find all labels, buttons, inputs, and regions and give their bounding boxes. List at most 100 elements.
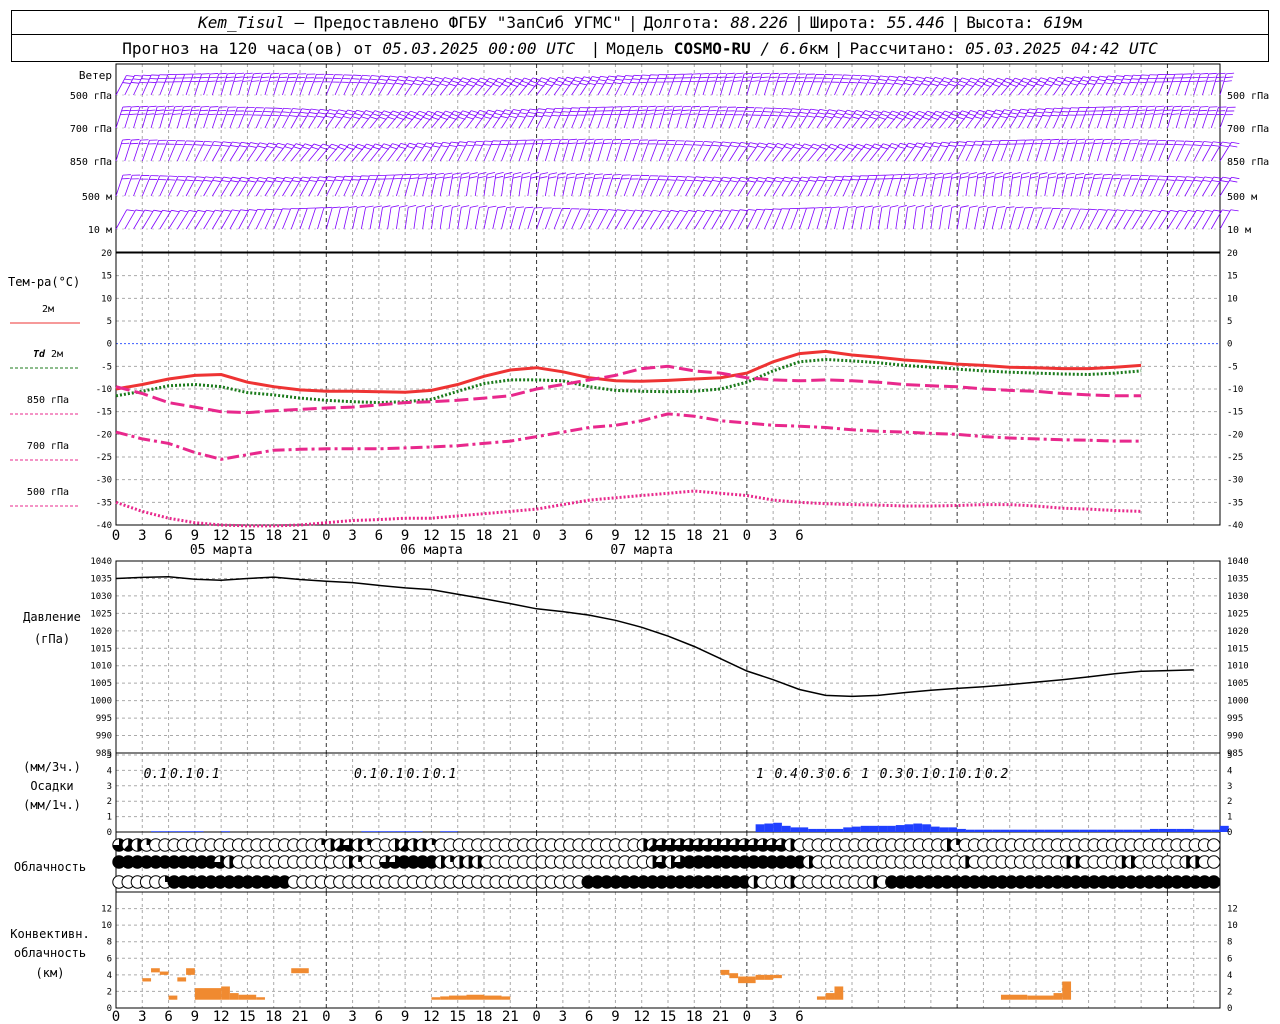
wind-barb-flag [1085,138,1094,141]
wind-barb-flag [898,75,907,79]
wind-barb-flag [1042,115,1051,117]
wind-barb [851,207,857,230]
temp-series-line [115,364,1142,415]
wind-barb-flag [1041,142,1050,145]
wind-barb-flag [205,176,214,179]
wind-barb [168,140,178,162]
wind-barb-flag [575,76,584,80]
wind-barb-flag [378,78,387,81]
wind-barb [641,210,654,230]
wind-barb-flag [639,105,648,108]
wind-barb-flag [904,116,913,121]
wind-barb-flag [426,142,435,145]
cloud-symbol [1207,855,1221,869]
wind-barb-flag [387,116,396,120]
wind-barb-flag [383,110,392,114]
cloud-symbol-fill [674,838,687,852]
wind-barb-flag [380,75,389,78]
wind-barb [378,207,383,230]
wind-barb-flag [854,146,863,151]
wind-barb-flag [724,80,733,82]
wind-barb [395,207,401,230]
wind-barb-flag [207,80,216,82]
wind-barb-flag [581,79,590,83]
wind-barb [667,210,680,230]
wind-barb [466,207,471,230]
precip-bar [1044,829,1054,832]
legend-name: 2м [42,304,54,315]
wind-barb-flag [1021,176,1030,179]
wind-barb [991,77,1007,96]
wind-barb-flag [1213,176,1222,179]
bottom-xtick: 6 [795,1009,803,1024]
wind-barb [115,106,124,129]
wind-barb [948,110,963,129]
wind-barb [588,107,598,129]
precip-bar [983,829,993,832]
wind-barb-flag [1046,80,1055,84]
precip-bar [151,831,160,832]
forecast-prefix: Прогноз на 120 часа(ов) от [122,38,373,58]
cloud-symbol-full [683,875,696,889]
convective-bar [1062,981,1072,1000]
wind-barb-flag [1168,175,1177,178]
precip-bar [387,831,397,832]
convective-bar [221,986,230,1000]
wind-barb-flag [598,79,607,82]
wind-frame [115,63,1221,253]
wind-barb-flag [874,143,883,147]
wind-barb [229,177,242,197]
wind-barb-flag [767,176,776,180]
wind-barb-flag [1192,144,1201,146]
cloud-symbol-full [177,855,190,869]
wind-barb-flag [1133,74,1142,77]
wind-barb-flag [502,112,511,116]
precip-unit-1h: (мм/1ч.) [23,798,81,812]
wind-barb [1088,107,1097,129]
wind-barb-flag [1166,179,1175,181]
wind-barb-flag [1202,179,1211,182]
wind-barb-flag [492,83,501,88]
wind-barb [255,177,269,197]
convective-bar [256,997,265,1000]
cloud-symbol-full [1180,875,1193,889]
cloud-symbol-full [655,875,668,889]
wind-barb [536,77,551,96]
temp-xtick: 0 [322,528,330,544]
wind-barb-flag [1035,111,1044,114]
wind-barb-flag [900,110,909,114]
wind-barb-flag [435,76,444,80]
wind-barb-flag [313,143,322,147]
wind-barb-flag [1200,73,1209,75]
wind-barb-flag [916,204,925,208]
pressure-ytick-right: 1015 [1227,644,1249,654]
wind-barb-flag [513,172,522,175]
wind-barb-flag [374,110,383,114]
wind-barb-flag [699,76,708,79]
cloud-symbol-full [729,875,742,889]
wind-barb [474,77,490,96]
wind-barb [185,210,199,230]
wind-barb [947,174,953,197]
wind-barb-flag [961,110,970,114]
wind-barb-flag [1055,80,1064,83]
cloud-symbol-fill [692,838,705,852]
wind-barb-flag [837,146,846,151]
wind-barb-flag [182,109,191,112]
wind-barb-flag [560,138,569,141]
precip-bar [869,825,879,832]
cloud-symbol-full [913,875,926,889]
wind-barb-flag [124,78,133,81]
wind-barb-flag [1035,83,1044,87]
wind-barb [1132,74,1142,96]
wind-barb-flag [1103,138,1112,141]
wind-barb-flag [1052,111,1061,113]
wind-barb-flag [817,112,826,115]
wind-barb-flag [191,109,200,112]
wind-barb-flag [271,72,280,75]
precip-bar [1167,828,1177,832]
temp-ytick-right: 5 [1227,317,1232,327]
wind-barb-flag [579,82,588,86]
wind-barb-flag [1097,79,1106,82]
cloud-symbol-full [425,855,438,869]
